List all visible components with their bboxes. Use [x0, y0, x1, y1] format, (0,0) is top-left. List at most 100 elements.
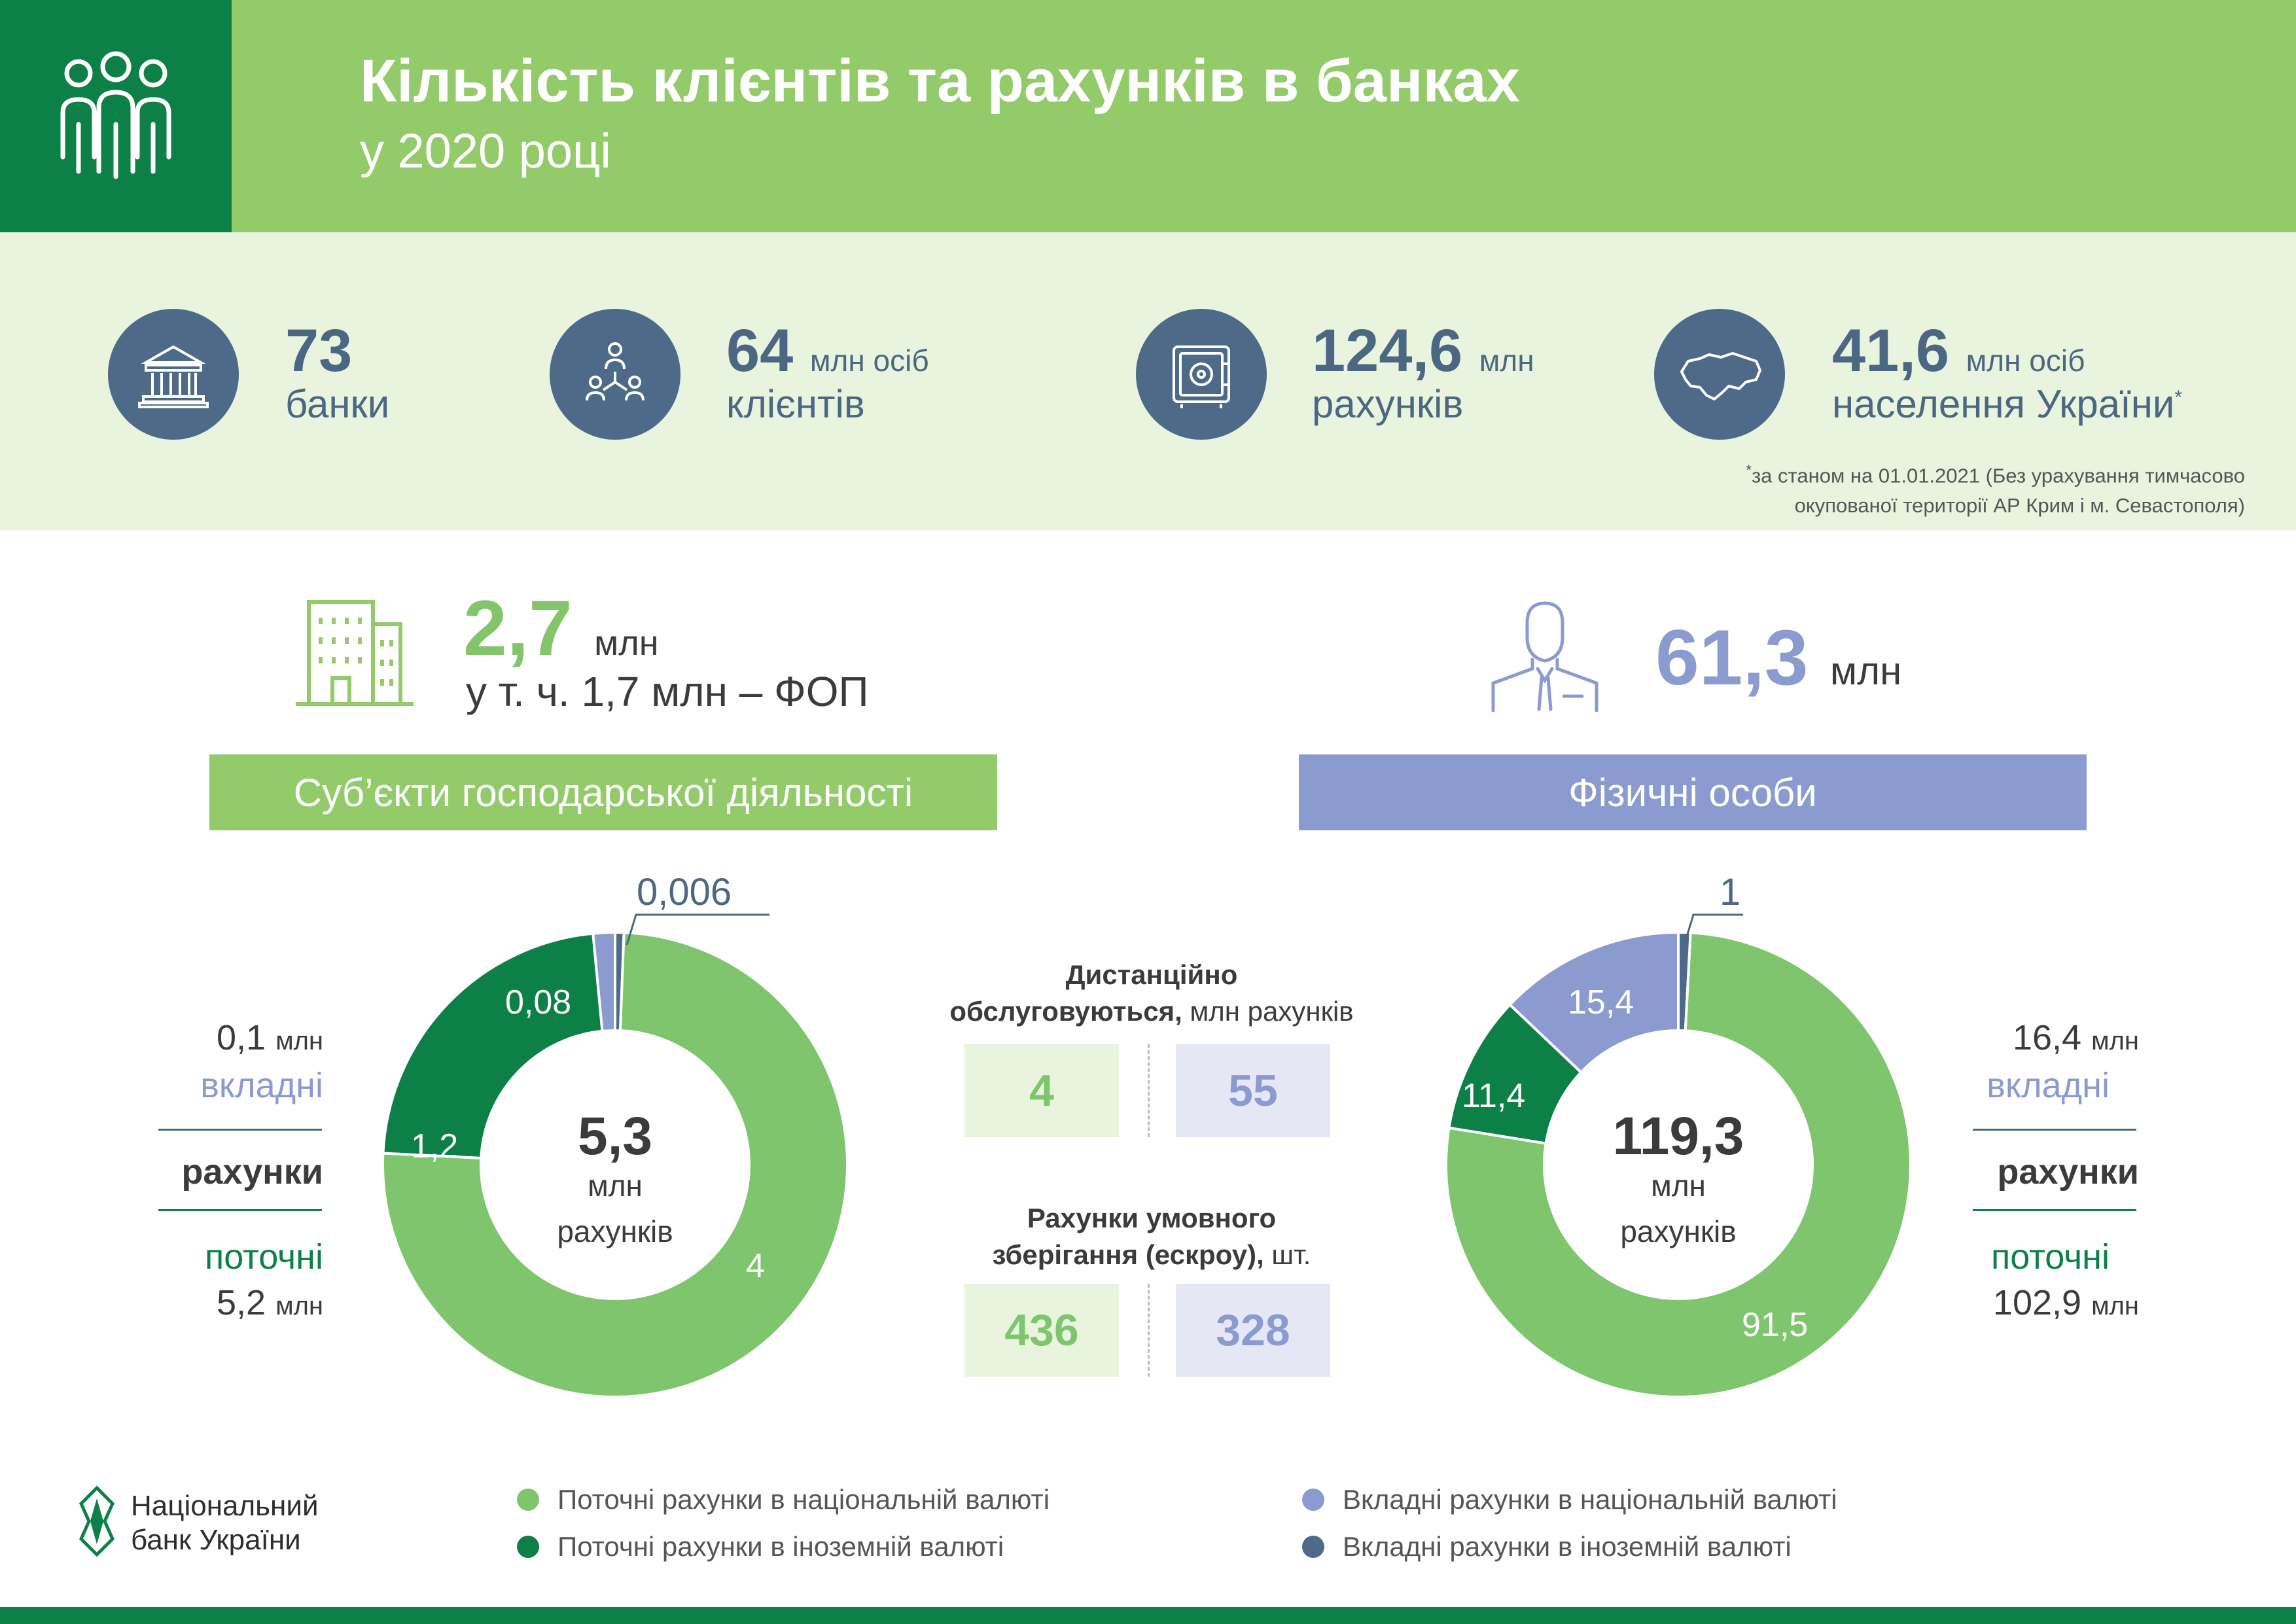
stat-icon-circle-clients	[550, 309, 680, 440]
business-side-current-number: 5,2	[216, 1283, 266, 1322]
remote-service-title-line-2: обслуговуються, млн рахунків	[880, 993, 1423, 1030]
individuals-side-deposit-label: вкладні	[1987, 1066, 2110, 1105]
stat-accounts-number: 124,6	[1312, 317, 1463, 384]
footnote-line-1-mark: *	[1746, 462, 1752, 478]
legend-item-current-national: Поточні рахунки в національній валюті	[517, 1484, 1050, 1515]
stat-clients-number: 64	[726, 317, 794, 384]
individuals-side-divider-top	[1973, 1129, 2136, 1131]
individuals-donut-total-label: рахунків	[1620, 1214, 1737, 1248]
legend-label-deposit-national: Вкладні рахунки в національній валюті	[1343, 1484, 1837, 1515]
header-banner	[0, 0, 2296, 232]
individuals-side-divider-bottom	[1973, 1209, 2136, 1211]
escrow-title-bold: зберігання (ескроу),	[992, 1239, 1264, 1270]
individuals-clients-value: 61,3 млн	[1655, 618, 1901, 697]
stat-clients-value: 64 млн осіб	[726, 321, 929, 381]
business-donut-total-label: рахунків	[557, 1214, 673, 1248]
remote-service-title: Дистанційно обслуговуються, млн рахунків	[880, 957, 1423, 1030]
people-icon	[60, 51, 171, 179]
bank-building-icon	[138, 345, 209, 408]
escrow-title-line-1: Рахунки умовного	[1027, 1203, 1277, 1233]
business-segment-current-foreign	[381, 932, 604, 1159]
individuals-section-bar: Фізичні особи	[1299, 754, 2087, 830]
footnote: *за станом на 01.01.2021 (Без урахування…	[1746, 455, 2245, 521]
business-segment-current-national	[381, 931, 849, 1398]
legend-dot-current-national	[517, 1489, 539, 1511]
remote-divider	[1148, 1044, 1150, 1137]
legend-label-deposit-foreign: Вкладні рахунки в іноземній валюті	[1343, 1531, 1792, 1562]
nbu-logo-text: Національний банк України	[131, 1489, 319, 1557]
legend-dot-deposit-national	[1302, 1489, 1324, 1511]
stat-population-label-text: населення України	[1832, 382, 2175, 426]
individuals-clients-unit: млн	[1829, 649, 1902, 693]
safe-icon	[1173, 345, 1230, 408]
footnote-line-2: окупованої території АР Крим і м. Севаст…	[1794, 494, 2245, 518]
business-side-deposit-value: 0,1 млн	[217, 1017, 323, 1058]
remote-individuals-box: 55	[1176, 1044, 1330, 1137]
page-title: Кількість клієнтів та рахунків в банках	[360, 48, 1520, 115]
ukraine-map-icon	[1680, 352, 1761, 400]
individuals-side-current-number: 102,9	[1992, 1283, 2082, 1322]
stat-population-value: 41,6 млн осіб	[1832, 321, 2085, 381]
legend-label-current-national: Поточні рахунки в національній валюті	[557, 1484, 1050, 1515]
individuals-side-deposit-unit: млн	[2091, 1027, 2139, 1055]
individuals-clients-number: 61,3	[1655, 614, 1809, 701]
individuals-side-current-unit: млн	[2091, 1292, 2139, 1320]
individuals-seg-label-deposit-foreign: 1	[1720, 871, 1741, 913]
nbu-logo-line-2: банк України	[131, 1524, 301, 1556]
business-side-deposit-unit: млн	[275, 1027, 323, 1055]
business-seg-label-deposit-foreign: 0,006	[637, 871, 732, 913]
business-seg-label-current-national: 4	[746, 1247, 765, 1285]
individuals-leader-line	[1683, 913, 1743, 945]
footnote-line-1-text: за станом на 01.01.2021 (Без урахування …	[1751, 464, 2245, 487]
stat-population-number: 41,6	[1832, 317, 1950, 384]
remote-business-box: 4	[964, 1044, 1119, 1137]
individuals-seg-label-current-foreign: 11,4	[1462, 1077, 1526, 1115]
escrow-title-line-2: зберігання (ескроу), шт.	[880, 1237, 1423, 1273]
stat-banks-value: 73	[285, 317, 353, 384]
business-clients-value: 2,7 млн	[463, 589, 659, 667]
business-clients-number: 2,7	[463, 584, 573, 672]
individuals-side-current-value: 102,9 млн	[1993, 1282, 2139, 1323]
individuals-seg-label-deposit-national: 15,4	[1568, 983, 1634, 1021]
legend-item-deposit-national: Вкладні рахунки в національній валюті	[1302, 1484, 1837, 1515]
remote-service-title-bold: обслуговуються,	[949, 996, 1182, 1027]
stat-accounts-label: рахунків	[1312, 382, 1464, 426]
office-building-icon	[296, 600, 414, 706]
stat-banks-label: банки	[285, 382, 390, 426]
footnote-line-1: *за станом на 01.01.2021 (Без урахування…	[1746, 455, 2245, 491]
stat-clients-label: клієнтів	[726, 382, 865, 426]
footer-bar	[0, 1607, 2296, 1624]
legend-label-current-foreign: Поточні рахунки в іноземній валюті	[557, 1531, 1004, 1562]
legend-dot-current-foreign	[517, 1536, 539, 1558]
individuals-donut-chart	[1445, 930, 1912, 1398]
business-side-current-unit: млн	[275, 1292, 323, 1320]
business-side-accounts-label: рахунки	[181, 1152, 323, 1192]
remote-service-title-line-1: Дистанційно	[1065, 959, 1238, 990]
page-subtitle: у 2020 році	[360, 124, 611, 178]
escrow-title: Рахунки умовного зберігання (ескроу), шт…	[880, 1200, 1423, 1273]
network-people-icon	[586, 342, 645, 401]
escrow-title-unit: шт.	[1263, 1239, 1311, 1270]
business-section-bar: Суб’єкти господарської діяльності	[209, 754, 997, 830]
individuals-side-accounts-label: рахунки	[1997, 1152, 2139, 1192]
business-clients-unit: млн	[594, 624, 659, 663]
individuals-segment-current-national	[1445, 931, 1912, 1398]
legend-item-current-foreign: Поточні рахунки в іноземній валюті	[517, 1531, 1004, 1562]
individuals-side-deposit-value: 16,4 млн	[2013, 1017, 2139, 1058]
stat-population-unit: млн осіб	[1966, 344, 2085, 378]
business-donut-total-unit: млн	[588, 1169, 643, 1203]
stat-population-label: населення України*	[1832, 385, 2182, 424]
business-side-current-label: поточні	[204, 1237, 323, 1277]
stat-accounts-value: 124,6 млн	[1312, 321, 1534, 381]
header-icon-box	[0, 0, 232, 232]
business-side-divider-top	[158, 1129, 322, 1131]
individuals-side-current-label: поточні	[1990, 1237, 2110, 1277]
business-fop-note: у т. ч. 1,7 млн – ФОП	[466, 668, 869, 715]
legend-dot-deposit-foreign	[1302, 1536, 1324, 1558]
business-donut-chart	[381, 930, 849, 1398]
person-icon	[1491, 601, 1598, 713]
individuals-side-deposit-number: 16,4	[2012, 1018, 2082, 1057]
business-donut-total: 5,3	[578, 1106, 652, 1166]
business-side-current-value: 5,2 млн	[217, 1282, 323, 1323]
legend-item-deposit-foreign: Вкладні рахунки в іноземній валюті	[1302, 1531, 1792, 1562]
